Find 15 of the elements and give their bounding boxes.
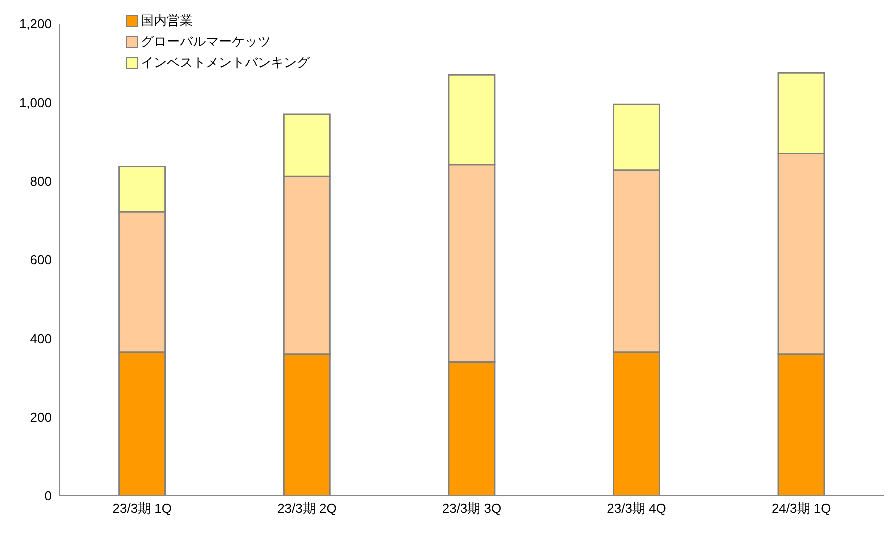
legend-label: 国内営業 (141, 12, 193, 30)
x-tick-label: 24/3期 1Q (772, 501, 832, 516)
x-tick-label: 23/3期 1Q (112, 501, 172, 516)
y-tick-label: 800 (30, 174, 52, 189)
x-tick-label: 23/3期 2Q (278, 501, 337, 516)
y-tick-label: 200 (30, 410, 52, 425)
y-tick-label: 600 (30, 252, 52, 268)
legend-label: グローバルマーケッツ (141, 33, 271, 51)
y-tick-label: 1,200 (19, 16, 52, 32)
x-tick-label: 23/3期 4Q (607, 501, 666, 516)
legend-label: インベストメントバンキング (141, 54, 310, 72)
y-tick-label: 1,000 (19, 95, 52, 110)
y-tick-label: 0 (44, 488, 52, 504)
x-tick-label: 23/3期 3Q (442, 501, 502, 516)
y-tick-label: 400 (30, 331, 52, 346)
